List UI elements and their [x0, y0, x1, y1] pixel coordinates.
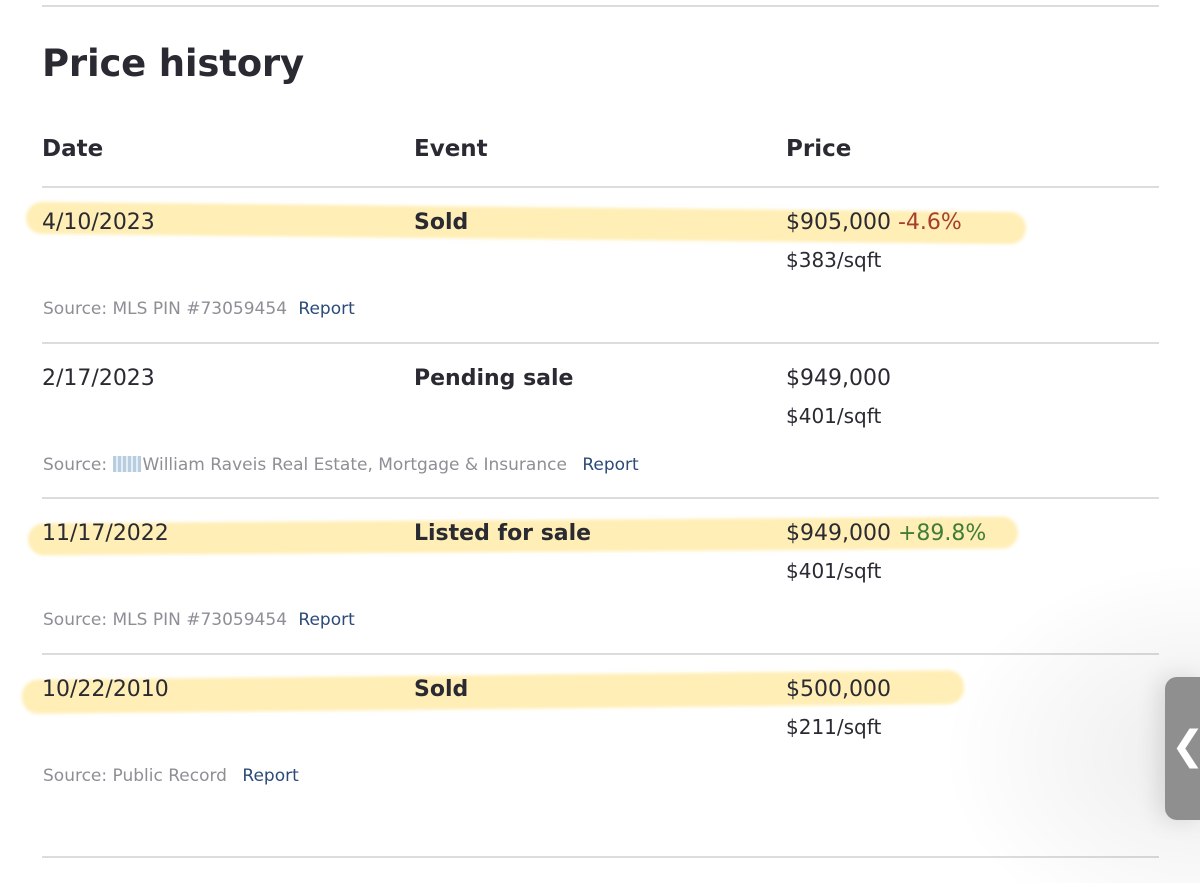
price-per-sqft: $383/sqft: [786, 248, 882, 272]
top-divider: [42, 5, 1159, 7]
row-price: $500,000: [786, 677, 891, 702]
bottom-divider: [42, 856, 1159, 858]
chevron-left-icon: ❮: [1171, 723, 1200, 769]
row-event: Pending sale: [414, 366, 574, 391]
price-value: $500,000: [786, 677, 891, 702]
row-event: Listed for sale: [414, 521, 592, 546]
report-link[interactable]: Report: [298, 299, 355, 319]
report-link[interactable]: Report: [582, 455, 639, 475]
row-event: Sold: [414, 677, 469, 702]
source-name: William Raveis Real Estate, Mortgage & I…: [142, 455, 567, 475]
source-label: Source: Public Record: [43, 766, 227, 786]
report-link[interactable]: Report: [298, 610, 355, 630]
source-label: Source: MLS PIN #73059454: [43, 299, 288, 319]
row-price: $949,000: [786, 366, 891, 391]
row-source: Source: William Raveis Real Estate, Mort…: [43, 455, 639, 475]
report-link[interactable]: Report: [242, 766, 299, 786]
row-divider: [42, 497, 1159, 499]
source-label: Source: MLS PIN #73059454: [43, 610, 288, 630]
column-header-price: Price: [786, 136, 852, 162]
row-date: 4/10/2023: [42, 210, 155, 235]
page-title: Price history: [42, 42, 304, 85]
column-header-event: Event: [414, 136, 488, 162]
row-date: 2/17/2023: [42, 366, 155, 391]
row-divider: [42, 653, 1159, 655]
price-value: $949,000: [786, 521, 891, 546]
row-source: Source: MLS PIN #73059454 Report: [43, 610, 355, 630]
side-panel-tab[interactable]: ❮: [1165, 677, 1200, 820]
row-divider: [42, 342, 1159, 344]
price-per-sqft: $401/sqft: [786, 404, 882, 428]
row-source: Source: MLS PIN #73059454 Report: [43, 299, 355, 319]
price-value: $949,000: [786, 366, 891, 391]
price-value: $905,000: [786, 210, 891, 235]
row-price: $905,000 -4.6%: [786, 210, 962, 235]
row-price: $949,000 +89.8%: [786, 521, 986, 546]
row-date: 11/17/2022: [42, 521, 169, 546]
price-change: +89.8%: [897, 521, 987, 546]
row-event: Sold: [414, 210, 469, 235]
price-per-sqft: $211/sqft: [786, 715, 882, 739]
source-label: Source:: [43, 455, 108, 475]
price-change: -4.6%: [897, 210, 962, 235]
price-per-sqft: $401/sqft: [786, 559, 882, 583]
william-raveis-logo-icon: [112, 456, 141, 472]
edge-shadow: [940, 560, 1200, 883]
row-source: Source: Public Record Report: [43, 766, 299, 786]
header-divider: [42, 186, 1159, 188]
column-header-date: Date: [42, 136, 104, 162]
row-date: 10/22/2010: [42, 677, 169, 702]
